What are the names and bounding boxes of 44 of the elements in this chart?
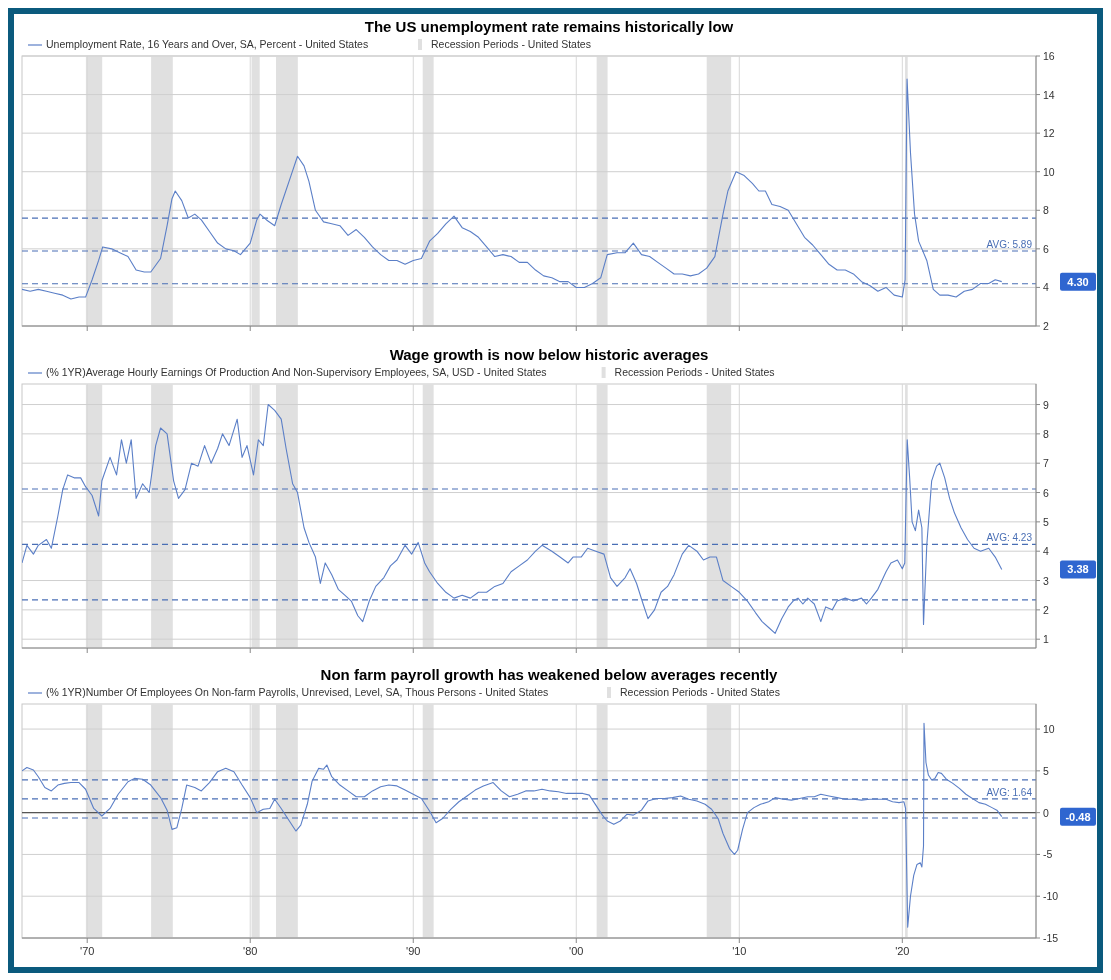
text: 3.38 <box>1067 563 1089 576</box>
y-tick-label: 7 <box>1043 457 1049 470</box>
y-tick-label: 4 <box>1043 545 1049 558</box>
y-tick-label: 14 <box>1043 88 1055 101</box>
x-tick-label: '10 <box>732 945 747 957</box>
x-tick-label: '00 <box>569 945 584 957</box>
y-tick-label: 6 <box>1043 242 1049 255</box>
legend-label: (% 1YR)Number Of Employees On Non-farm Payrolls, Unrevised, Level, SA, Thous Persons - United States <box>46 686 549 698</box>
chart-title: The US unemployment rate remains historically low <box>364 18 734 35</box>
x-tick-label: '80 <box>243 945 258 957</box>
ref-line-label: AVG: 5.89 <box>986 238 1033 250</box>
y-tick-label: 1 <box>1043 633 1049 646</box>
legend-label: (% 1YR)Average Hourly Earnings Of Production And Non-Supervisory Employees, SA, USD - United States <box>46 366 547 378</box>
y-tick-label: 5 <box>1043 764 1049 777</box>
y-tick-label: 2 <box>1043 320 1049 332</box>
y-tick-label: -10 <box>1043 890 1059 903</box>
x-tick-label: '20 <box>895 945 910 957</box>
y-tick-label: 16 <box>1043 50 1055 62</box>
y-tick-label: 9 <box>1043 398 1049 411</box>
legend-label: Recession Periods - United States <box>620 686 780 698</box>
text: 4.30 <box>1067 275 1089 288</box>
legend-label: Recession Periods - United States <box>614 366 775 378</box>
y-tick-label: 0 <box>1043 806 1049 819</box>
text: -0.48 <box>1065 810 1091 823</box>
legend-label: Recession Periods - United States <box>431 38 591 50</box>
y-tick-label: 4 <box>1043 281 1049 294</box>
y-tick-label: 5 <box>1043 515 1049 528</box>
y-tick-label: 10 <box>1043 165 1055 178</box>
y-tick-label: -15 <box>1043 932 1059 944</box>
legend-label: Unemployment Rate, 16 Years and Over, SA, Percent - United States <box>46 38 369 50</box>
y-tick-label: 12 <box>1043 127 1055 140</box>
chart-title: Non farm payroll growth has weakened below averages recently <box>320 666 779 683</box>
y-tick-label: 8 <box>1043 427 1049 440</box>
y-tick-label: 10 <box>1043 723 1055 736</box>
y-tick-label: -5 <box>1043 848 1053 861</box>
y-tick-label: 8 <box>1043 204 1049 217</box>
ref-line-label: AVG: 4.23 <box>986 532 1033 544</box>
y-tick-label: 6 <box>1043 486 1049 499</box>
y-tick-label: 2 <box>1043 603 1049 616</box>
ref-line-label: AVG: 1.64 <box>986 786 1033 798</box>
x-tick-label: '90 <box>406 945 421 957</box>
chart-title: Wage growth is now below historic averages <box>389 346 709 363</box>
x-tick-label: '70 <box>80 945 95 957</box>
y-tick-label: 3 <box>1043 574 1049 587</box>
